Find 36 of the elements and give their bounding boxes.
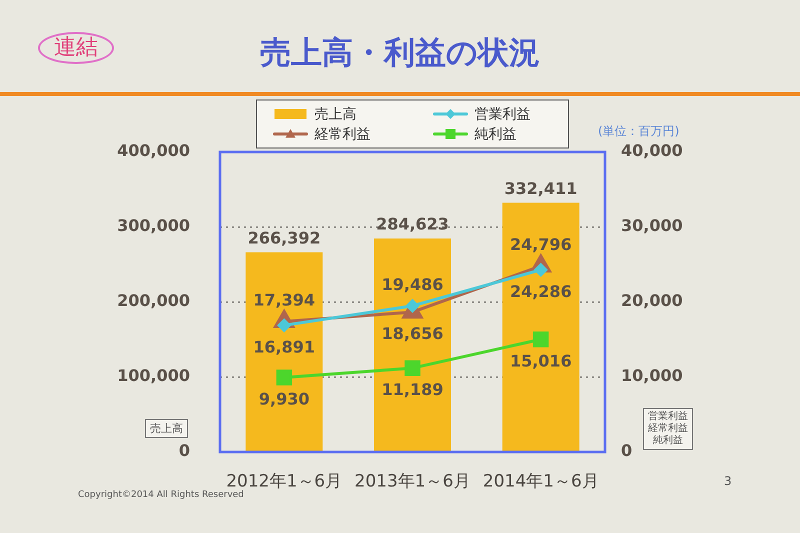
data-label: 11,189 <box>382 380 444 400</box>
y-axis-title: 売上高 <box>145 419 188 438</box>
y-tick-label: 100,000 <box>117 366 190 386</box>
legend-label: 売上高 <box>314 106 356 123</box>
data-label: 284,623 <box>376 214 449 234</box>
y2-tick-label: 40,000 <box>621 141 683 160</box>
y2-tick-label: 10,000 <box>621 366 683 386</box>
y-tick-label: 300,000 <box>117 216 190 236</box>
data-label: 17,394 <box>253 290 316 310</box>
text: 3 <box>724 474 732 488</box>
chart-title: 売上高・利益の状況 <box>260 35 540 71</box>
text: (単位：百万円) <box>598 124 680 138</box>
data-label: 19,486 <box>382 275 444 294</box>
data-label: 266,392 <box>248 228 321 248</box>
y-tick-label: 0 <box>178 441 190 460</box>
y-tick-label: 200,000 <box>117 291 190 310</box>
data-label: 15,016 <box>510 352 572 371</box>
y2-tick-label: 20,000 <box>621 291 683 310</box>
legend-label: 経常利益 <box>314 126 370 143</box>
data-label: 24,796 <box>510 235 572 254</box>
data-label: 16,891 <box>253 337 316 356</box>
y2-axis-title: 営業利益経常利益純利益 <box>643 408 693 450</box>
y-tick-label: 400,000 <box>117 141 190 160</box>
data-label: 9,930 <box>258 390 310 409</box>
data-label: 24,286 <box>510 282 572 302</box>
legend-label: 純利益 <box>474 126 516 143</box>
y2-tick-label: 30,000 <box>621 216 683 236</box>
data-label: 332,411 <box>504 178 578 198</box>
text: 連結 <box>38 32 114 64</box>
x-tick-label: 2014年1～6月 <box>482 472 599 492</box>
x-tick-label: 2012年1～6月 <box>226 472 342 492</box>
legend-label: 営業利益 <box>474 106 530 123</box>
y2-tick-label: 0 <box>621 441 632 460</box>
text: Copyright©2014 All Rights Reserved <box>78 490 244 501</box>
x-tick-label: 2013年1～6月 <box>354 472 470 492</box>
data-label: 18,656 <box>382 324 444 344</box>
